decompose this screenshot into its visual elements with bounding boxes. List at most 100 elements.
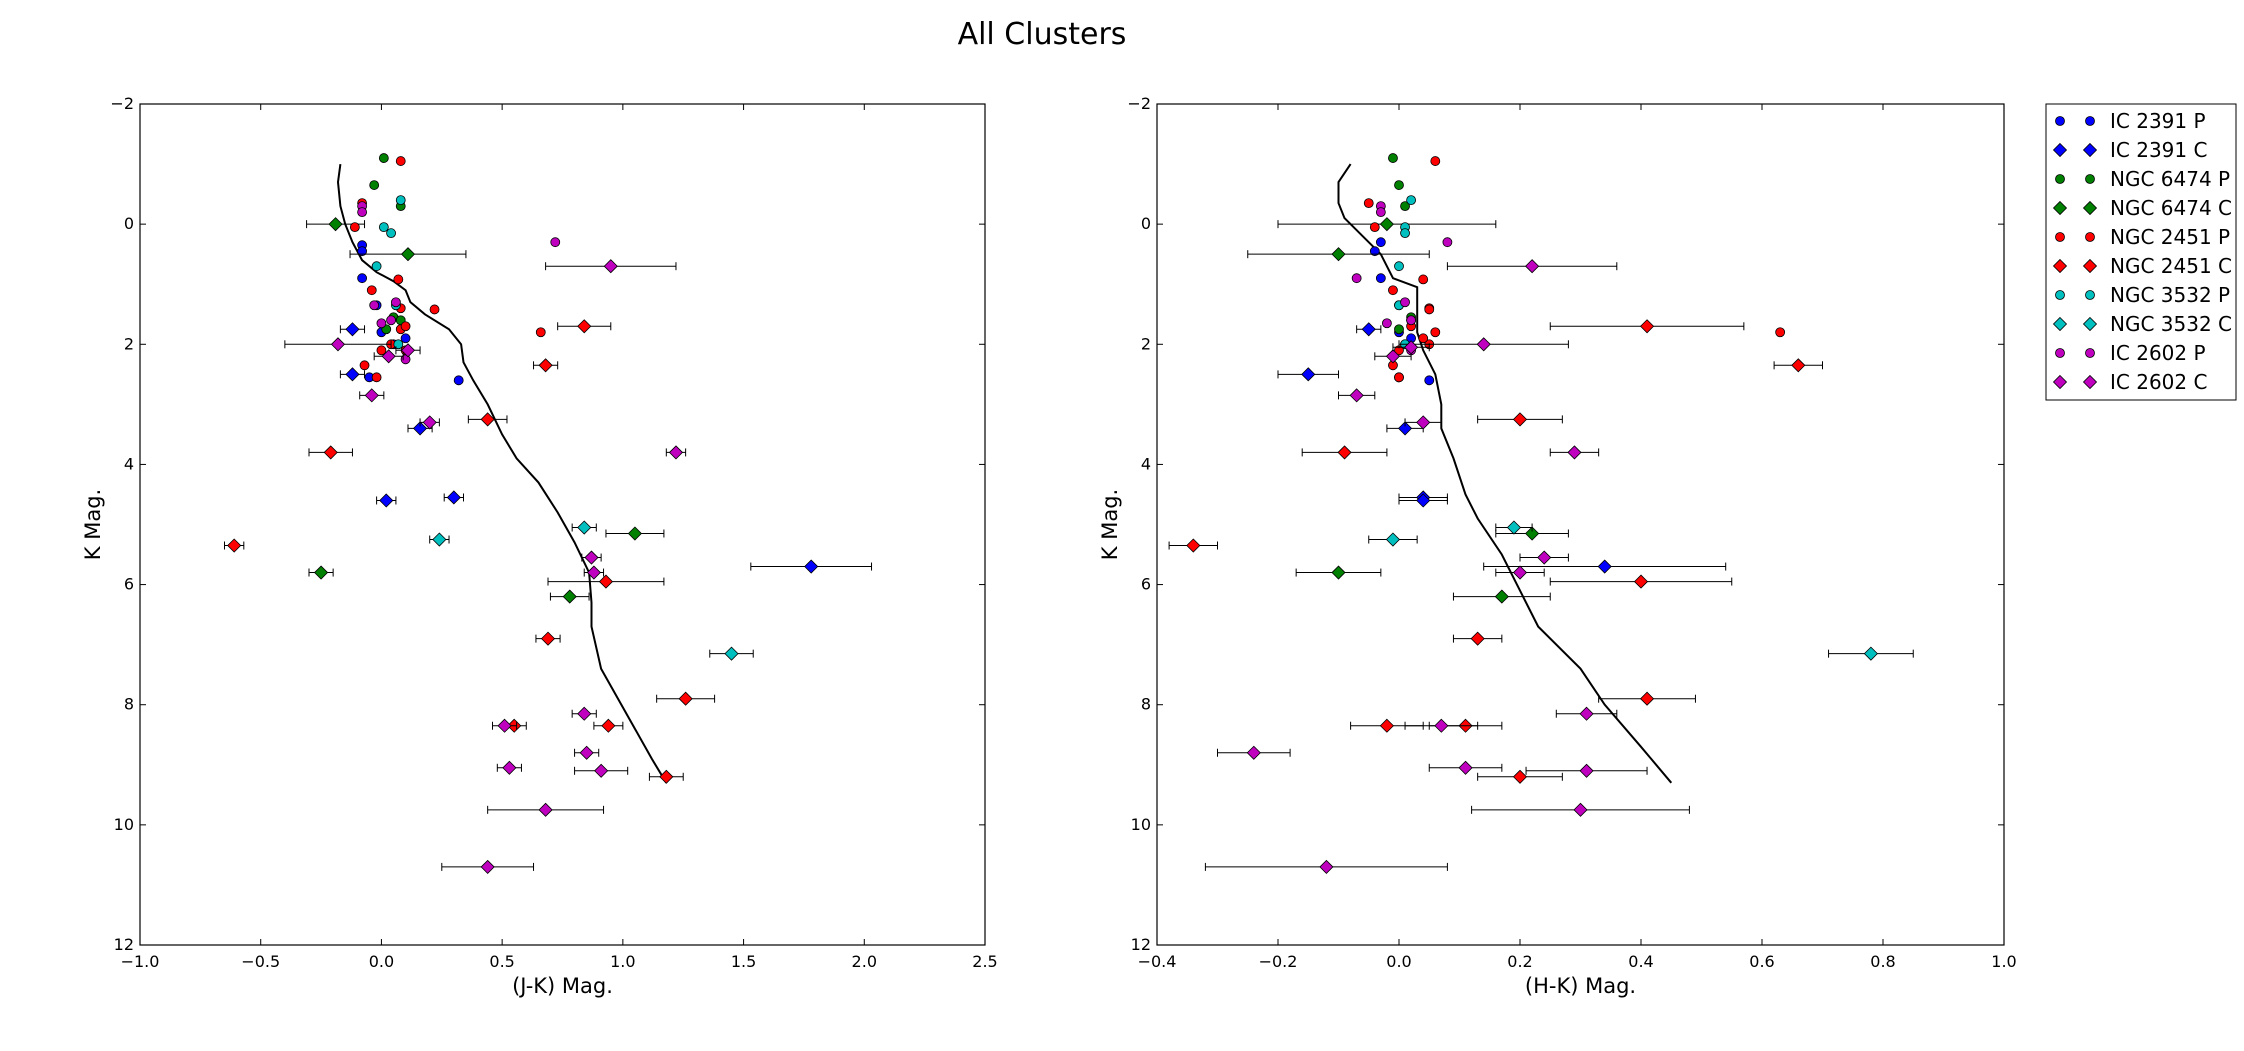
data-point-circle xyxy=(395,195,406,206)
data-point-circle xyxy=(535,327,546,338)
series-ic-2391-c xyxy=(339,322,873,574)
y-tick-label: 2 xyxy=(124,334,134,353)
x-tick-label: 1.5 xyxy=(731,952,756,971)
legend-marker xyxy=(2052,142,2068,158)
data-point-diamond xyxy=(497,718,512,733)
data-point-diamond xyxy=(1361,322,1376,337)
data-point-diamond xyxy=(328,217,343,232)
x-tick-label: 1.0 xyxy=(610,952,635,971)
data-point-diamond xyxy=(1337,445,1352,460)
data-point-circle xyxy=(393,274,404,285)
x-tick-label: 0.0 xyxy=(369,952,394,971)
data-point-circle xyxy=(1351,273,1362,284)
data-point-diamond xyxy=(1512,412,1528,427)
data-point-circle xyxy=(376,345,387,356)
legend-frame xyxy=(2045,103,2237,401)
x-tick-label: 1.0 xyxy=(1991,952,2016,971)
legend-marker xyxy=(2055,174,2065,184)
y-tick-label: 4 xyxy=(1141,454,1151,473)
legend-label: NGC 2451 C xyxy=(2110,254,2232,278)
data-point-diamond xyxy=(345,367,360,382)
legend-marker xyxy=(2085,116,2095,126)
data-point-diamond xyxy=(1301,367,1316,382)
x-tick-label: −1.0 xyxy=(121,952,160,971)
legend-marker xyxy=(2055,116,2065,126)
legend: IC 2391 P IC 2391 C NGC 6474 P NGC 6474 C NG… xyxy=(2045,103,2237,401)
series-ngc-3532-c xyxy=(1368,520,1914,661)
data-point-diamond xyxy=(1416,493,1431,508)
x-axis-label: (H-K) Mag. xyxy=(1525,974,1636,998)
series-ngc-6474-c xyxy=(306,217,665,604)
data-point-diamond xyxy=(1385,349,1401,364)
data-point-circle xyxy=(1394,261,1404,272)
data-point-diamond xyxy=(1633,574,1649,589)
data-point-diamond xyxy=(1476,337,1491,352)
data-point-circle xyxy=(429,304,440,315)
series-ngc-3532-c xyxy=(429,520,754,661)
data-point-diamond xyxy=(540,631,556,646)
legend-marker xyxy=(2052,316,2068,332)
data-point-circle xyxy=(1388,285,1398,296)
data-point-circle xyxy=(1375,237,1386,248)
data-point-diamond xyxy=(400,343,416,358)
x-tick-label: 0.5 xyxy=(489,952,514,971)
data-point-circle xyxy=(1400,201,1410,212)
data-point-diamond xyxy=(432,532,447,547)
data-point-diamond xyxy=(1537,550,1552,565)
data-point-diamond xyxy=(1494,589,1509,604)
data-point-circle xyxy=(359,360,370,371)
data-point-diamond xyxy=(1512,769,1528,784)
data-point-diamond xyxy=(586,565,601,580)
legend-marker xyxy=(2052,258,2068,274)
data-point-diamond xyxy=(1470,631,1485,646)
legend-label: NGC 6474 P xyxy=(2110,167,2230,191)
data-point-circle xyxy=(369,180,380,190)
data-point-circle xyxy=(357,207,368,218)
data-point-diamond xyxy=(1319,859,1334,874)
y-axis-label: K Mag. xyxy=(81,489,105,560)
data-point-diamond xyxy=(1186,538,1201,553)
data-point-diamond xyxy=(1379,217,1394,232)
series-ngc-2451-c xyxy=(224,319,716,784)
x-tick-label: −0.4 xyxy=(1138,952,1177,971)
data-point-diamond xyxy=(603,259,618,274)
legend-label: NGC 6474 C xyxy=(2110,196,2232,220)
y-tick-label: 12 xyxy=(114,935,134,954)
legend-marker xyxy=(2085,348,2095,358)
data-point-circle xyxy=(1382,318,1392,329)
data-point-diamond xyxy=(502,760,517,775)
data-point-circle xyxy=(1394,372,1404,383)
data-point-circle xyxy=(400,333,411,344)
data-point-diamond xyxy=(659,769,674,784)
data-point-diamond xyxy=(1639,691,1655,706)
data-point-diamond xyxy=(323,445,338,460)
data-point-diamond xyxy=(601,718,616,733)
data-point-diamond xyxy=(1246,745,1261,760)
series-ic-2391-c xyxy=(1277,322,1727,574)
legend-marker xyxy=(2052,374,2068,390)
data-point-diamond xyxy=(1349,388,1364,403)
legend-label: NGC 3532 P xyxy=(2110,283,2230,307)
data-point-diamond xyxy=(678,691,693,706)
legend-label: IC 2391 P xyxy=(2110,109,2206,133)
data-point-circle xyxy=(357,273,368,284)
data-point-diamond xyxy=(1379,718,1394,733)
data-point-circle xyxy=(550,237,561,248)
plot-frame xyxy=(1156,103,2005,946)
data-point-circle xyxy=(371,372,382,383)
data-point-diamond xyxy=(1525,259,1540,274)
x-tick-label: 0.0 xyxy=(1386,952,1411,971)
data-point-circle xyxy=(1369,222,1380,233)
x-tick-label: 0.4 xyxy=(1628,952,1653,971)
data-point-diamond xyxy=(627,526,642,541)
data-point-diamond xyxy=(1512,565,1528,580)
data-point-circle xyxy=(1775,327,1786,338)
data-point-diamond xyxy=(594,763,609,778)
data-point-circle xyxy=(1394,180,1404,190)
data-point-diamond xyxy=(1579,763,1594,778)
data-point-diamond xyxy=(1331,247,1346,262)
data-point-circle xyxy=(1430,327,1441,338)
data-point-diamond xyxy=(480,412,495,427)
data-point-diamond xyxy=(584,550,599,565)
